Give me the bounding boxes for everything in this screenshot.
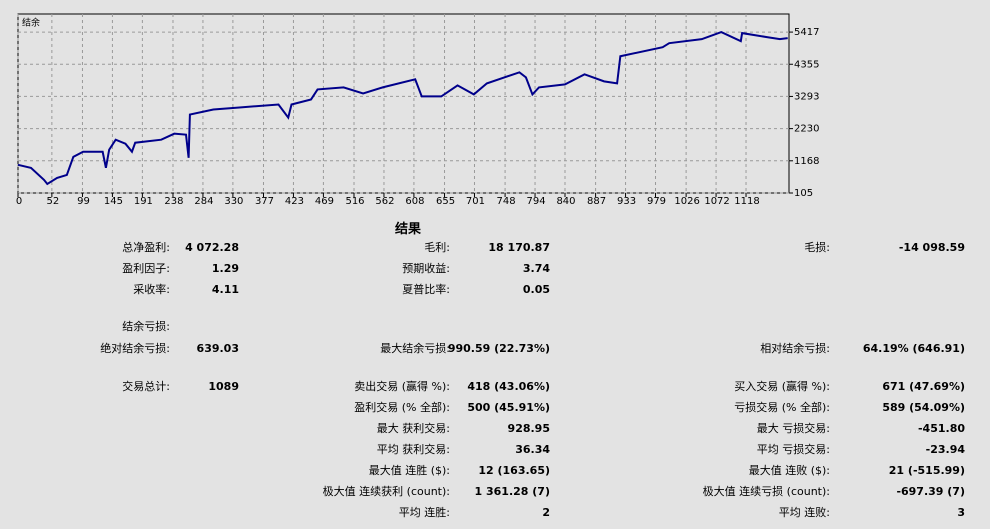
stat-value: 990.59 (22.73%) [447,342,550,355]
stat-label: 平均 连败: [778,506,830,519]
chart-label: 结余 [22,17,40,29]
stat-value: 0.05 [522,283,550,296]
stat-label: 结余亏损: [122,320,170,333]
x-tick-label: 0 [16,196,22,207]
stat-value: 1089 [208,380,239,393]
x-tick-label: 330 [224,196,243,207]
stat-label: 毛利: [424,241,450,254]
stat-label: 平均 亏损交易: [756,443,830,456]
stat-label: 预期收益: [402,262,450,275]
stat-value: 928.95 [507,422,550,435]
x-tick-label: 516 [345,196,364,207]
stat-label: 买入交易 (赢得 %): [734,380,830,393]
stat-label: 总净盈利: [122,241,170,254]
stat-value: 500 (45.91%) [467,401,550,414]
stat-value: 18 170.87 [488,241,550,254]
x-tick-label: 423 [285,196,304,207]
x-tick-label: 1072 [704,196,729,207]
stat-value: -23.94 [925,443,965,456]
stat-label: 极大值 连续亏损 (count): [702,485,830,498]
x-tick-label: 887 [587,196,606,207]
stat-value: -451.80 [917,422,965,435]
stat-value: 671 (47.69%) [882,380,965,393]
balance-line [17,31,788,186]
x-tick-label: 562 [375,196,394,207]
stat-label: 盈利交易 (% 全部): [354,401,450,414]
stat-value: 64.19% (646.91) [862,342,965,355]
x-tick-label: 99 [77,196,90,207]
stat-label: 最大值 连败 ($): [748,464,830,477]
x-tick-label: 145 [104,196,123,207]
stat-label: 极大值 连续获利 (count): [322,485,450,498]
stat-label: 采收率: [133,283,170,296]
x-tick-label: 377 [255,196,274,207]
stat-value: 36.34 [515,443,550,456]
stat-label: 亏损交易 (% 全部): [734,401,830,414]
x-tick-label: 933 [617,196,636,207]
stat-label: 平均 获利交易: [376,443,450,456]
y-tick-label: 4355 [794,59,819,70]
x-tick-label: 1118 [734,196,759,207]
stat-label: 盈利因子: [122,262,170,275]
x-tick-label: 469 [315,196,334,207]
chart: 结余 105 1168 2230 3293 4355 5417 0 52 99 145 191 238… [16,13,819,207]
x-tick-label: 284 [194,196,213,207]
stat-value: 2 [542,506,550,519]
x-tick-label: 794 [526,196,545,207]
stat-label: 最大 获利交易: [376,422,450,435]
stat-value: 1 361.28 (7) [474,485,550,498]
stat-value: 4 072.28 [185,241,239,254]
y-tick-label: 3293 [794,91,819,102]
x-tick-label: 655 [436,196,455,207]
stat-label: 平均 连胜: [398,506,450,519]
report-title: 结果 [395,222,422,237]
x-tick-label: 1026 [674,196,699,207]
stat-label: 绝对结余亏损: [100,342,170,355]
stat-value: 12 (163.65) [478,464,550,477]
x-tick-label: 748 [497,196,516,207]
x-tick-label: 840 [556,196,575,207]
stat-value: 418 (43.06%) [467,380,550,393]
stat-label: 夏普比率: [402,283,450,296]
stat-value: 589 (54.09%) [882,401,965,414]
stat-value: -14 098.59 [898,241,965,254]
y-tick-label: 105 [794,188,813,199]
x-tick-label: 191 [134,196,153,207]
stat-value: 639.03 [196,342,239,355]
x-tick-label: 52 [46,196,59,207]
stat-value: 1.29 [211,262,239,275]
stat-label: 最大值 连胜 ($): [368,464,450,477]
x-tick-label: 979 [647,196,666,207]
stat-label: 毛损: [804,241,830,254]
stat-value: -697.39 (7) [896,485,965,498]
x-tick-label: 701 [466,196,485,207]
x-tick-label: 238 [164,196,183,207]
stat-label: 卖出交易 (赢得 %): [354,380,450,393]
stat-label: 最大结余亏损: [380,342,450,355]
y-tick-label: 5417 [794,27,819,38]
stat-value: 3 [957,506,965,519]
y-tick-label: 1168 [794,156,819,167]
stat-label: 交易总计: [122,380,170,393]
stat-value: 3.74 [522,262,550,275]
y-tick-label: 2230 [794,124,819,135]
stat-label: 最大 亏损交易: [756,422,830,435]
stat-label: 相对结余亏损: [760,342,830,355]
x-tick-label: 608 [405,196,424,207]
stat-value: 4.11 [211,283,239,296]
plot-frame [17,13,790,194]
stat-value: 21 (-515.99) [888,464,965,477]
